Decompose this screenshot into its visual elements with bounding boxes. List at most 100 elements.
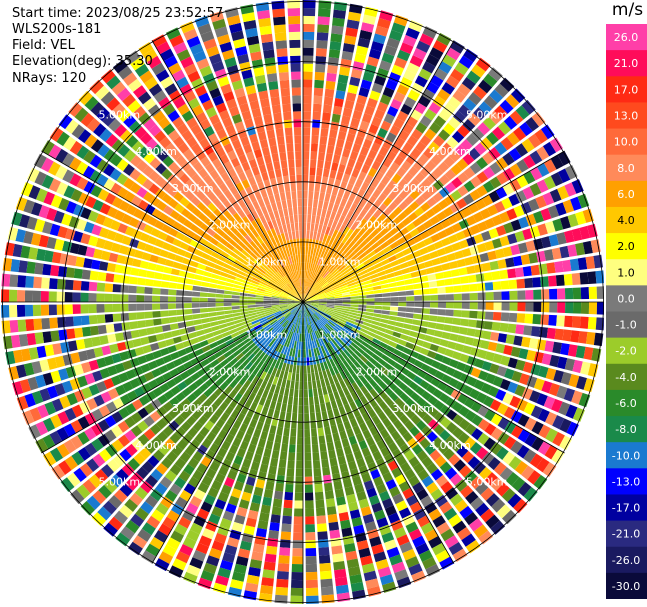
- velocity-gate: [213, 246, 223, 255]
- velocity-gate: [449, 202, 461, 213]
- velocity-gate: [255, 306, 264, 310]
- velocity-gate: [307, 341, 311, 350]
- velocity-gate: [389, 391, 399, 402]
- velocity-gate: [480, 137, 493, 151]
- velocity-gate: [340, 351, 349, 360]
- velocity-gate: [65, 316, 74, 327]
- velocity-gate: [317, 531, 328, 540]
- velocity-gate: [354, 102, 365, 113]
- velocity-gate: [436, 316, 446, 323]
- velocity-gate: [326, 441, 335, 451]
- velocity-gate: [293, 254, 297, 264]
- velocity-gate: [12, 381, 24, 396]
- velocity-gate: [422, 61, 436, 74]
- velocity-gate: [325, 209, 332, 219]
- velocity-gate: [245, 325, 254, 331]
- velocity-gate: [387, 105, 399, 117]
- velocity-gate: [258, 396, 266, 406]
- velocity-gate: [230, 266, 239, 273]
- velocity-gate: [312, 231, 318, 240]
- velocity-gate: [320, 451, 328, 460]
- velocity-gate: [415, 420, 427, 431]
- velocity-gate: [341, 310, 350, 314]
- velocity-gate: [366, 97, 378, 109]
- velocity-gate: [141, 252, 152, 261]
- velocity-gate: [341, 396, 349, 406]
- velocity-gate: [442, 448, 455, 460]
- velocity-gate: [340, 156, 349, 166]
- velocity-gate: [298, 278, 301, 287]
- velocity-gate: [442, 206, 454, 218]
- velocity-gate: [272, 309, 281, 314]
- velocity-gate: [314, 483, 323, 493]
- velocity-gate: [247, 296, 256, 300]
- velocity-gate: [557, 151, 571, 166]
- velocity-gate: [237, 219, 247, 228]
- velocity-gate: [209, 11, 224, 23]
- velocity-gate: [288, 273, 294, 281]
- velocity-gate: [326, 297, 335, 300]
- velocity-gate: [290, 307, 298, 313]
- velocity-gate: [178, 470, 191, 482]
- velocity-gate: [233, 480, 245, 491]
- velocity-gate: [140, 132, 153, 145]
- velocity-gate: [412, 47, 427, 60]
- velocity-gate: [154, 220, 165, 230]
- velocity-gate: [297, 302, 303, 308]
- velocity-gate: [469, 388, 481, 400]
- velocity-gate: [114, 264, 124, 274]
- velocity-gate: [495, 225, 507, 237]
- velocity-gate: [430, 468, 444, 481]
- velocity-gate: [421, 456, 434, 468]
- velocity-gate: [436, 32, 452, 46]
- velocity-gate: [207, 307, 217, 312]
- velocity-gate: [248, 330, 257, 337]
- velocity-gate: [304, 286, 307, 295]
- velocity-gate: [382, 376, 392, 386]
- velocity-gate: [298, 270, 301, 279]
- velocity-gate: [144, 278, 154, 287]
- velocity-gate: [520, 465, 535, 480]
- velocity-gate: [229, 72, 242, 83]
- velocity-gate: [321, 326, 329, 334]
- range-ring-label: 3.00km: [172, 402, 214, 415]
- velocity-gate: [355, 379, 364, 389]
- velocity-gate: [387, 320, 397, 326]
- velocity-gate: [233, 455, 244, 466]
- velocity-gate: [308, 190, 314, 200]
- velocity-gate: [376, 371, 386, 380]
- velocity-gate: [201, 185, 212, 196]
- velocity-gate: [264, 292, 273, 296]
- range-ring-label: 1.00km: [319, 255, 361, 268]
- velocity-gate: [232, 335, 242, 342]
- velocity-gate: [502, 182, 515, 196]
- velocity-gate: [451, 351, 462, 361]
- velocity-gate: [257, 312, 266, 317]
- velocity-gate: [315, 265, 321, 274]
- velocity-gate: [300, 325, 302, 334]
- velocity-gate: [324, 289, 333, 294]
- velocity-gate: [409, 501, 423, 514]
- velocity-gate: [344, 99, 355, 110]
- velocity-gate: [317, 427, 325, 437]
- velocity-gate: [202, 398, 213, 409]
- velocity-gate: [345, 200, 353, 210]
- velocity-gate: [185, 320, 195, 327]
- velocity-gate: [143, 191, 155, 203]
- velocity-gate: [266, 73, 278, 83]
- velocity-gate: [356, 490, 367, 502]
- velocity-gate: [287, 396, 294, 405]
- velocity-gate: [327, 320, 336, 327]
- colorbar-tick-label: -13.0: [612, 475, 640, 488]
- velocity-gate: [346, 558, 360, 569]
- velocity-gate: [271, 104, 282, 114]
- velocity-gate: [262, 250, 270, 259]
- velocity-gate: [322, 370, 328, 379]
- velocity-gate: [541, 353, 552, 366]
- velocity-gate: [315, 310, 323, 316]
- velocity-gate: [344, 542, 356, 553]
- velocity-gate: [89, 325, 99, 336]
- velocity-gate: [355, 415, 365, 425]
- velocity-gate: [90, 101, 105, 116]
- velocity-gate: [427, 185, 438, 196]
